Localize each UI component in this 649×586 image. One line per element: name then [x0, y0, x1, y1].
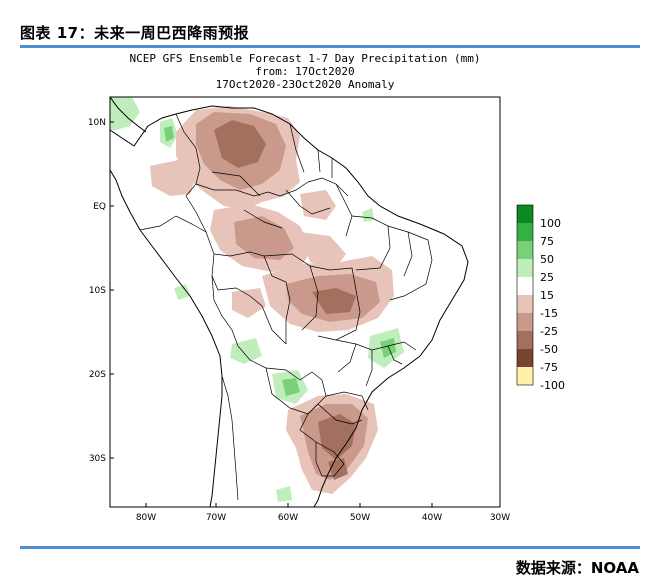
coastlines: [110, 97, 469, 507]
border-venezuela-colombia: [175, 113, 201, 197]
dry-area-north-core: [214, 120, 266, 168]
lat-tick-10n: 10N: [88, 118, 106, 128]
legend: 100 75 50 25 15 -15 -25 -50 -75 -100: [516, 204, 565, 392]
lon-tick-50w: 50W: [350, 513, 370, 523]
bottom-rule: [20, 546, 640, 549]
map-period: 17Oct2020-23Oct2020 Anomaly: [215, 78, 395, 91]
lon-tick-30w: 30W: [490, 513, 510, 523]
lat-tick-30s: 30S: [89, 454, 106, 464]
legend-label-neg15: -15: [540, 307, 558, 320]
legend-label-15: 15: [540, 289, 554, 302]
lon-tick-70w: 70W: [206, 513, 226, 523]
wet-area-peru: [174, 284, 190, 300]
legend-swatch-15: [517, 277, 533, 295]
legend-swatch-25: [517, 259, 533, 277]
state-lines-southeast: [335, 339, 417, 387]
wet-area-panama-light: [110, 97, 140, 130]
legend-label-neg100: -100: [540, 379, 565, 392]
state-lines-northeast: [351, 215, 433, 301]
border-colombia-peru: [139, 215, 207, 233]
state-lines-center: [263, 253, 361, 341]
border-guianas: [289, 123, 333, 178]
legend-label-75: 75: [540, 235, 554, 248]
lat-tick-eq: EQ: [93, 202, 106, 212]
lon-tick-60w: 60W: [278, 513, 298, 523]
legend-frame: [516, 204, 534, 386]
border-uruguay: [315, 442, 345, 477]
wet-area-paraguay-core: [282, 378, 300, 396]
dry-area-northeast: [300, 232, 346, 270]
coastline-west: [110, 169, 223, 507]
legend-label-neg50: -50: [540, 343, 558, 356]
legend-label-100: 100: [540, 217, 561, 230]
map-frame: [109, 96, 501, 508]
lat-tick-10s: 10S: [89, 286, 106, 296]
border-peru-bolivia: [211, 275, 239, 347]
legend-swatch-75: [517, 223, 533, 241]
borders: [139, 113, 433, 501]
border-brazil-west: [185, 195, 287, 345]
border-venezuela-brazil: [195, 181, 309, 197]
source-note: 数据来源：NOAA: [515, 559, 639, 577]
legend-swatch-neg15: [517, 295, 533, 313]
figure-title: 图表 17：未来一周巴西降雨预报: [20, 24, 250, 42]
legend-swatch-neg25: [517, 313, 533, 331]
anomaly-shading: [110, 97, 404, 502]
axis-ticks: [110, 121, 501, 507]
legend-swatch-100: [517, 205, 533, 223]
border-bolivia-north: [213, 251, 291, 344]
border-brazil-south: [299, 379, 345, 465]
state-lines-south: [317, 391, 369, 425]
top-rule: [20, 45, 640, 48]
map-from-date: from: 17Oct2020: [255, 65, 355, 78]
legend-swatch-neg50: [517, 331, 533, 349]
coastline-south-america: [110, 105, 469, 507]
lon-tick-40w: 40W: [422, 513, 442, 523]
dry-area-pantanal: [232, 288, 266, 318]
map-title: NCEP GFS Ensemble Forecast 1-7 Day Preci…: [129, 52, 481, 65]
coastline-central-america: [110, 97, 147, 133]
legend-label-50: 50: [540, 253, 554, 266]
legend-label-neg25: -25: [540, 325, 558, 338]
wet-area-east: [362, 208, 374, 222]
border-bolivia-paraguay: [237, 345, 323, 381]
lon-tick-80w: 80W: [136, 513, 156, 523]
legend-label-25: 25: [540, 271, 554, 284]
legend-swatch-50: [517, 241, 533, 259]
dry-area-goias-core: [312, 288, 356, 314]
lat-tick-20s: 20S: [89, 370, 106, 380]
dry-area-amazon: [150, 160, 196, 196]
border-brazil-north: [307, 177, 349, 197]
wet-area-colombia-core: [164, 126, 174, 142]
dry-area-east-amazon: [300, 190, 336, 220]
legend-swatch-neg100: [517, 367, 533, 385]
border-argentina-chile: [221, 375, 239, 501]
state-lines-north: [211, 171, 353, 237]
wet-area-bolivia: [230, 338, 262, 364]
wet-area-south: [276, 486, 292, 502]
legend-label-neg75: -75: [540, 361, 558, 374]
wet-area-minas-core: [380, 338, 396, 358]
legend-swatch-neg75: [517, 349, 533, 367]
